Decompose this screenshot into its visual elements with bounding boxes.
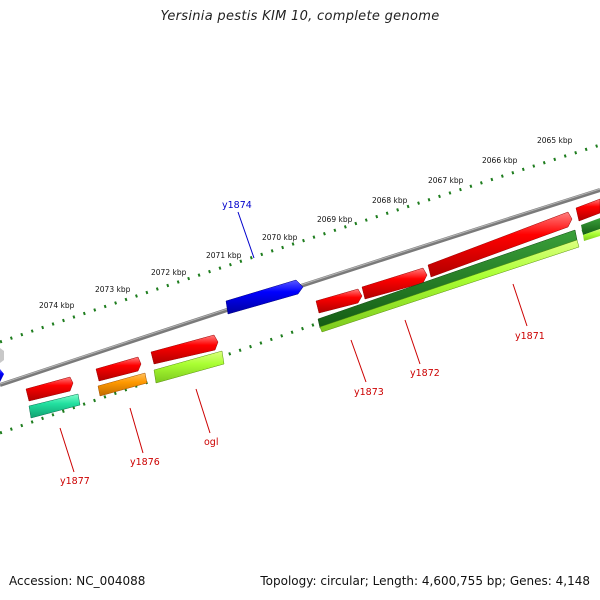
gene-label-y1874: y1874 [222,200,252,211]
inner-tick-ruler [0,223,600,435]
leader-y1873 [350,339,367,383]
leader-y1876 [129,407,144,454]
kbp-label-2070: 2070 kbp [262,233,298,242]
gene-label-y1873: y1873 [354,387,384,398]
kbp-label-2065: 2065 kbp [537,136,573,145]
gene-label-y1871: y1871 [515,331,545,342]
gene-left-edge-grey[interactable] [0,348,4,363]
secondary-genes[interactable] [28,218,600,419]
kbp-label-2074: 2074 kbp [39,301,75,310]
outer-tick-ruler [0,143,600,344]
gene-edge-lime[interactable] [583,229,600,241]
gene-lime-long[interactable] [319,239,580,333]
topology-text: Topology: circular; Length: 4,600,755 bp… [260,574,590,588]
leader-y1872 [404,319,421,365]
gene-edge-feature[interactable] [575,198,600,222]
gene-darkgreen-long[interactable] [317,229,578,329]
gene-ogl-secondary[interactable] [153,350,225,384]
leader-y1877 [59,427,75,473]
label-leaders [59,211,528,473]
gene-label-y1876: y1876 [130,457,160,468]
accession-text: Accession: NC_004088 [9,574,146,588]
leader-y1874 [237,211,255,259]
kbp-label-2071: 2071 kbp [206,251,242,260]
gene-ogl-feature[interactable] [150,334,219,365]
gene-y1872-feature[interactable] [361,267,428,300]
leader-y1871 [512,283,528,327]
kbp-label-2068: 2068 kbp [372,196,408,205]
gene-y1877-secondary[interactable] [28,393,81,419]
kbp-labels: 2065 kbp 2066 kbp 2067 kbp 2068 kbp 2069… [39,136,573,310]
map-title: Yersinia pestis KIM 10, complete genome [160,9,440,24]
forward-genes[interactable] [25,198,600,402]
gene-y1873-feature[interactable] [315,288,363,314]
kbp-label-2066: 2066 kbp [482,156,518,165]
gene-y1871-feature[interactable] [427,211,573,278]
gene-y1876-feature[interactable] [95,356,142,382]
leader-ogl [195,388,211,434]
gene-label-ogl: ogl [204,437,218,448]
kbp-label-2067: 2067 kbp [428,176,464,185]
gene-left-edge-blue[interactable] [0,369,4,382]
kbp-label-2073: 2073 kbp [95,285,131,294]
gene-edge-darkgreen[interactable] [581,218,600,235]
gene-y1876-secondary[interactable] [97,372,148,397]
gene-label-y1872: y1872 [410,368,440,379]
gene-y1874-feature[interactable] [225,279,304,315]
kbp-label-2069: 2069 kbp [317,215,353,224]
kbp-label-2072: 2072 kbp [151,268,187,277]
gene-label-y1877: y1877 [60,476,90,487]
gene-labels: y1874 y1871 y1872 y1873 ogl y1876 y1877 [60,200,545,487]
gene-y1877-feature[interactable] [25,376,74,402]
